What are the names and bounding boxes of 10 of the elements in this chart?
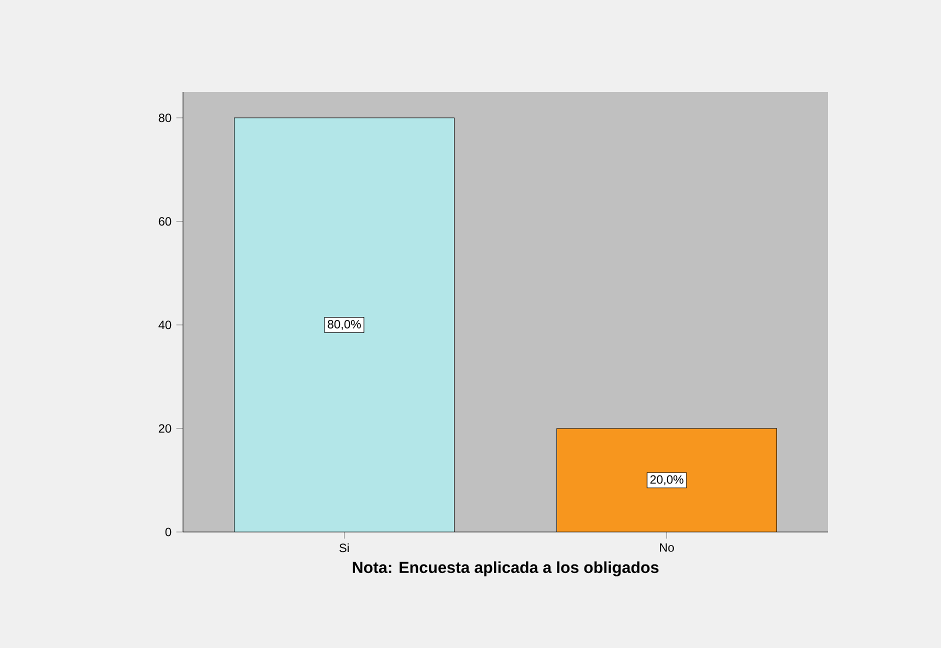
y-tick-label: 40	[158, 320, 172, 330]
x-axis-title: Nota: Encuesta aplicada a los obligados	[352, 561, 659, 576]
y-tick-label: 60	[158, 217, 172, 226]
y-tick-label: 0	[165, 528, 172, 536]
y-tick-label: 20	[158, 424, 172, 433]
data-label: 80,0%	[328, 320, 361, 330]
data-label: 20,0%	[650, 475, 684, 486]
y-tick-label: 80	[158, 114, 172, 122]
x-tick-label: Si	[339, 543, 349, 552]
x-tick-label: No	[660, 543, 674, 552]
